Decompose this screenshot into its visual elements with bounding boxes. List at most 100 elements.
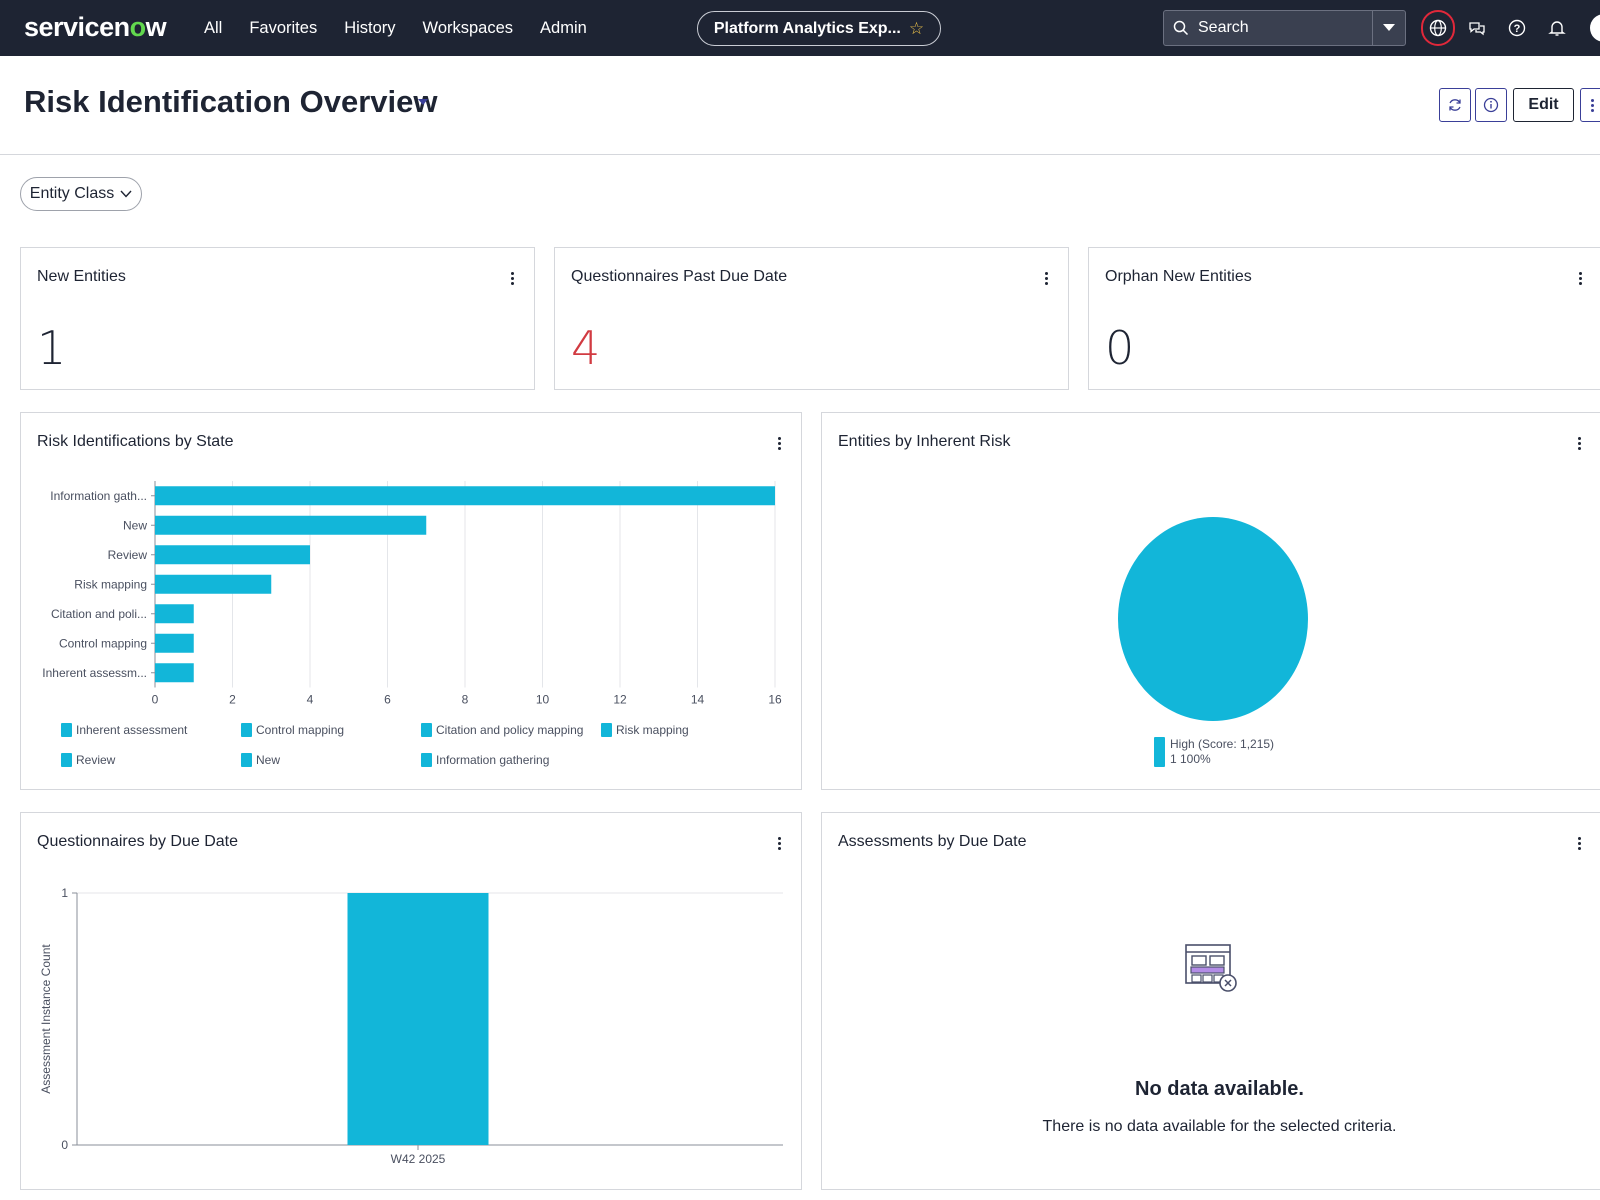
page-header: Risk Identification Overview Edit [0, 56, 1600, 155]
servicenow-logo[interactable]: servicenow [24, 12, 167, 42]
kpi-title: Orphan New Entities [1105, 268, 1252, 285]
card-menu-icon[interactable] [1036, 268, 1056, 288]
legend-item[interactable]: New [241, 753, 280, 767]
entity-class-filter-label: Entity Class [29, 185, 115, 202]
pie-slice[interactable] [1118, 517, 1308, 721]
kpi-card-new-entities: New Entities 1 [20, 247, 535, 390]
y-tick-label: Review [108, 548, 148, 562]
legend-swatch [61, 723, 72, 737]
top-navigation: servicenow All Favorites History Workspa… [0, 0, 1600, 56]
x-tick-label: W42 2025 [391, 1152, 446, 1166]
info-icon [1483, 97, 1499, 113]
legend-label: Control mapping [256, 723, 345, 737]
bar[interactable] [155, 633, 194, 653]
more-options-button[interactable] [1580, 88, 1600, 122]
nav-link-history[interactable]: History [344, 18, 396, 37]
legend-swatch [1154, 737, 1165, 767]
legend-item[interactable]: Inherent assessment [61, 723, 187, 737]
kpi-value[interactable]: 1 [37, 321, 67, 375]
help-icon[interactable]: ? [1503, 14, 1531, 42]
kpi-value[interactable]: 0 [1105, 321, 1135, 375]
legend-label: Citation and policy mapping [436, 723, 584, 737]
y-tick-label: 0 [61, 1138, 68, 1152]
x-tick-label: 16 [768, 693, 782, 707]
widget-entities-by-inherent-risk: Entities by Inherent Risk [821, 412, 1600, 790]
widget-title: Entities by Inherent Risk [838, 433, 1011, 450]
legend-swatch [421, 753, 432, 767]
card-menu-icon[interactable] [769, 833, 789, 853]
card-menu-icon[interactable] [1569, 833, 1589, 853]
info-button[interactable] [1475, 88, 1507, 122]
no-data-title: No data available. [1135, 1078, 1304, 1100]
search-input[interactable]: Search [1198, 19, 1249, 36]
context-pill[interactable]: Platform Analytics Exp... ☆ [697, 11, 941, 46]
bar[interactable] [155, 663, 194, 683]
refresh-button[interactable] [1439, 88, 1471, 122]
legend-swatch [241, 723, 252, 737]
legend-item[interactable]: Risk mapping [601, 723, 689, 737]
widget-title: Questionnaires by Due Date [37, 833, 238, 850]
search-scope-dropdown[interactable] [1372, 11, 1405, 45]
legend-label: Risk mapping [616, 723, 689, 737]
search-icon [1164, 20, 1198, 36]
page-title: Risk Identification Overview [24, 84, 438, 119]
y-tick-label: 1 [61, 886, 68, 900]
legend-item[interactable]: Information gathering [421, 753, 549, 767]
entity-class-filter[interactable]: Entity Class [20, 177, 142, 211]
card-menu-icon[interactable] [1570, 268, 1590, 288]
legend-item[interactable]: Citation and policy mapping [421, 723, 583, 737]
legend-label: Review [76, 753, 116, 767]
legend-label: Inherent assessment [76, 723, 188, 737]
kpi-card-orphan-new-entities: Orphan New Entities 0 [1088, 247, 1600, 390]
widget-title: Assessments by Due Date [838, 833, 1027, 850]
no-data-icon [1185, 944, 1237, 992]
x-tick-label: 6 [384, 693, 391, 707]
legend-item[interactable]: Review [61, 753, 115, 767]
nav-link-workspaces[interactable]: Workspaces [422, 18, 514, 37]
card-menu-icon[interactable] [1569, 433, 1589, 453]
legend-label: New [256, 753, 281, 767]
refresh-icon [1449, 99, 1461, 111]
x-tick-label: 2 [229, 693, 236, 707]
nav-link-all[interactable]: All [204, 18, 223, 37]
risk-by-state-legend: Inherent assessment Control mapping Citati… [21, 723, 803, 783]
card-menu-icon[interactable] [502, 268, 522, 288]
legend-item[interactable]: Control mapping [241, 723, 344, 737]
nav-link-favorites[interactable]: Favorites [249, 18, 318, 37]
x-tick-label: 12 [613, 693, 627, 707]
bar[interactable] [155, 574, 272, 594]
nav-link-admin[interactable]: Admin [540, 18, 587, 37]
y-tick-label: Risk mapping [74, 577, 147, 591]
bar[interactable] [155, 604, 194, 624]
no-data-message: There is no data available for the selec… [1042, 1118, 1397, 1135]
more-icon [1582, 95, 1600, 115]
title-dropdown-icon[interactable] [418, 99, 428, 105]
legend-value: 1 100% [1170, 752, 1211, 766]
kpi-value[interactable]: 4 [571, 321, 601, 375]
y-tick-label: Inherent assessm... [42, 666, 147, 680]
star-icon[interactable]: ☆ [908, 18, 925, 38]
globe-icon[interactable] [1421, 10, 1455, 46]
search-box[interactable]: Search [1163, 10, 1406, 46]
risk-by-state-chart: 0 2 4 6 8 10 12 14 16 Information gath... New Revie… [42, 481, 782, 707]
y-tick-label: Citation and poli... [51, 607, 147, 621]
bar[interactable] [155, 486, 775, 506]
bar[interactable] [155, 545, 310, 565]
edit-button[interactable]: Edit [1513, 88, 1574, 122]
card-menu-icon[interactable] [769, 433, 789, 453]
chat-icon[interactable] [1463, 14, 1491, 42]
context-pill-label: Platform Analytics Exp... [713, 19, 901, 37]
x-tick-label: 10 [536, 693, 550, 707]
notification-bell-icon[interactable] [1543, 14, 1571, 42]
y-tick-label: Information gath... [50, 489, 147, 503]
user-avatar[interactable] [1590, 14, 1600, 42]
kpi-card-questionnaires-past-due: Questionnaires Past Due Date 4 [554, 247, 1069, 390]
questionnaires-due-chart: 0 1 Assessment Instance Count W42 2025 [39, 886, 783, 1166]
legend-label[interactable]: High (Score: 1,215) [1170, 737, 1275, 751]
y-axis-label: Assessment Instance Count [39, 944, 53, 1094]
svg-text:?: ? [1514, 23, 1521, 35]
inherent-risk-legend: High (Score: 1,215) 1 100% [1154, 737, 1274, 767]
inherent-risk-pie-chart [1118, 517, 1308, 721]
bar[interactable] [155, 515, 427, 535]
bar[interactable] [347, 893, 489, 1145]
